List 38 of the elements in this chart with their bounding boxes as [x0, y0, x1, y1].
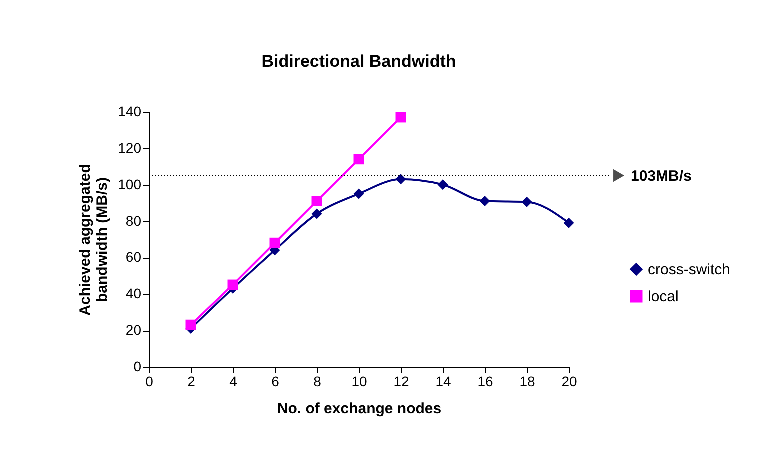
legend-label: local [648, 288, 679, 306]
point [228, 280, 238, 290]
point [438, 180, 448, 190]
y-tick-label: 120 [118, 140, 142, 156]
x-tick-label: 10 [352, 374, 368, 390]
point [312, 196, 322, 206]
point [564, 218, 574, 228]
y-tick-label: 40 [126, 286, 142, 302]
x-tick-label: 20 [562, 374, 578, 390]
y-tick-label: 100 [118, 176, 142, 192]
x-tick-label: 14 [436, 374, 452, 390]
y-tick-label: 80 [126, 212, 142, 229]
point [396, 174, 406, 185]
legend-label: cross-switch [648, 262, 731, 278]
y-tick-label: 0 [134, 358, 142, 374]
y-tick-label: 60 [126, 249, 142, 266]
y-tick-label: 20 [126, 322, 142, 338]
y-tick-label: 140 [118, 104, 142, 120]
chart-title: Bidirectional Bandwidth [262, 52, 456, 71]
point [186, 320, 196, 330]
x-tick-label: 18 [520, 374, 536, 390]
ref-line-label: 103MB/s [631, 168, 692, 185]
point [354, 188, 364, 200]
x-tick-label: 8 [314, 374, 322, 390]
point [354, 154, 364, 165]
x-tick-label: 6 [272, 374, 280, 390]
x-tick-label: 12 [394, 374, 410, 390]
x-tick-label: 16 [478, 374, 494, 390]
x-tick-label: 0 [146, 374, 154, 390]
x-tick-label: 2 [188, 374, 196, 390]
x-tick-label: 4 [230, 374, 238, 390]
x-axis-title: No. of exchange nodes [277, 400, 442, 418]
point [270, 238, 280, 248]
point [522, 196, 532, 208]
point [312, 208, 322, 220]
point [396, 112, 406, 123]
point [480, 196, 490, 206]
y-axis-title: Achieved aggregated bandwidth (MB/s) [77, 164, 112, 316]
